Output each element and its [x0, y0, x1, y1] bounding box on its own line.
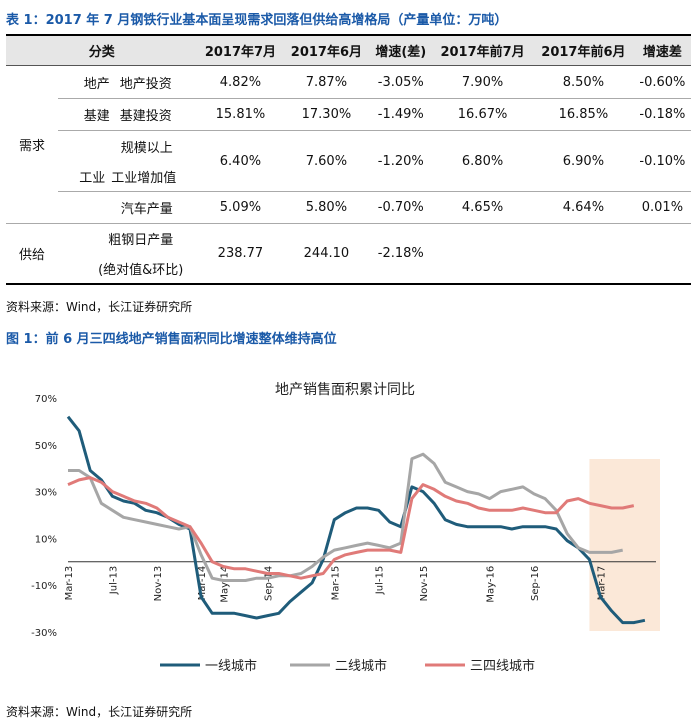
cell: 6.40% [197, 130, 284, 192]
cell: 7.87% [283, 65, 370, 99]
series-lines [66, 415, 646, 625]
y-tick-label: -10% [31, 581, 57, 592]
cell: -1.49% [369, 98, 433, 131]
indicator-label: 粗钢日产量 [108, 233, 174, 248]
x-tick-label: Jul-13 [108, 566, 119, 595]
cell: -0.10% [633, 130, 691, 192]
highlight-region [589, 459, 660, 631]
header-jul: 2017年7月 [197, 34, 284, 66]
y-axis: 70% 50% 30% 10% -10% -30% [31, 394, 656, 639]
cell: 4.82% [197, 65, 284, 99]
table-row: 供给 粗钢日产量 238.77 244.10 -2.18% [6, 223, 691, 285]
x-tick-label: Sep-14 [264, 566, 275, 601]
cell: 5.09% [197, 191, 284, 224]
cell: -1.20% [369, 130, 433, 192]
x-tick-label: Mar-15 [330, 566, 341, 601]
cell: 0.01% [633, 191, 691, 224]
group-supply: 供给 [6, 223, 58, 285]
cell: 7.90% [432, 65, 533, 99]
table-row: 汽车产量 5.09% 5.80% -0.70% 4.65% 4.64% 0.01… [6, 191, 691, 224]
row-label: 工业 工业增加值 [58, 161, 198, 192]
empty-cell [532, 223, 634, 285]
cell: -0.18% [633, 98, 691, 131]
header-jun: 2017年6月 [283, 34, 370, 66]
legend-label: 三四线城市 [470, 658, 535, 674]
empty-cell [432, 223, 533, 285]
cell: 4.65% [432, 191, 533, 224]
table-row: 工业 工业增加值 [6, 161, 691, 192]
table-source: 资料来源：Wind，长江证券研究所 [6, 300, 193, 314]
sub-label: 工业 [79, 170, 106, 186]
row-label: 基建 基建投资 [58, 98, 198, 131]
header-ytd6: 2017年前6月 [532, 34, 634, 66]
x-tick-label: May-14 [219, 566, 230, 603]
figure-source: 资料来源：Wind，长江证券研究所 [6, 705, 193, 719]
cell: 244.10 [283, 223, 370, 285]
cell: -0.60% [633, 65, 691, 99]
header-diff: 增速(差) [369, 34, 433, 66]
y-tick-label: 70% [35, 394, 57, 405]
steel-fundamentals-table: 分类 2017年7月 2017年6月 增速(差) 2017年前7月 2017年前… [6, 34, 691, 285]
cell: -0.70% [369, 191, 433, 224]
sub-label: 地产 [83, 76, 110, 92]
x-tick-label: Mar-14 [197, 566, 208, 601]
table-row: (绝对值&环比) [6, 253, 691, 285]
cell: -2.18% [369, 223, 433, 285]
y-tick-label: 30% [35, 488, 57, 499]
cell: 6.80% [432, 130, 533, 192]
y-tick-label: 50% [35, 441, 57, 452]
indicator-label: 地产投资 [119, 76, 172, 92]
y-tick-label: 10% [35, 534, 57, 545]
legend-label: 二线城市 [335, 658, 387, 674]
table-row: 规模以上 6.40% 7.60% -1.20% 6.80% 6.90% -0.1… [6, 130, 691, 192]
table-caption: 表 1：2017 年 7 月钢铁行业基本面呈现需求回落但供给高增格局（产量单位：… [6, 13, 508, 28]
cell: 6.90% [532, 130, 634, 192]
figure-caption: 图 1：前 6 月三四线地产销售面积同比增速整体维持高位 [6, 332, 337, 347]
line-chart: 地产销售面积累计同比 70% 50% 30% 10% -10% -30% Mar-13 Ju… [31, 382, 660, 674]
x-tick-label: May-16 [486, 566, 497, 603]
legend: 一线城市 二线城市 三四线城市 [160, 658, 535, 674]
header-ytd7: 2017年前7月 [432, 34, 533, 66]
table-row: 基建 基建投资 15.81% 17.30% -1.49% 16.67% 16.85… [6, 98, 691, 131]
empty-cell [633, 223, 691, 285]
x-tick-label: Nov-13 [153, 566, 164, 602]
x-tick-label: Nov-15 [419, 566, 430, 602]
series-line-2 [68, 452, 624, 582]
cell: 16.85% [532, 98, 634, 131]
cell: 17.30% [283, 98, 370, 131]
x-tick-label: Sep-16 [530, 566, 541, 601]
legend-label: 一线城市 [205, 658, 257, 674]
indicator-label: 规模以上 [120, 140, 173, 156]
row-label: 地产 地产投资 [58, 65, 198, 99]
cell: -3.05% [369, 65, 433, 99]
sub-label: 基建 [83, 109, 110, 124]
indicator-label: 汽车产量 [58, 191, 198, 224]
x-tick-label: Mar-13 [64, 566, 75, 601]
cell: 238.77 [197, 223, 284, 285]
indicator-label: 基建投资 [119, 109, 172, 124]
cell: 8.50% [532, 65, 634, 99]
x-tick-label: Mar-17 [597, 566, 608, 601]
cell: 7.60% [283, 130, 370, 192]
indicator-label: (绝对值&环比) [58, 253, 198, 285]
cell: 16.67% [432, 98, 533, 131]
chart-title: 地产销售面积累计同比 [275, 382, 415, 398]
header-category: 分类 [6, 34, 198, 66]
indicator-label: 工业增加值 [111, 170, 177, 186]
cell: 5.80% [283, 191, 370, 224]
header-ytd-diff: 增速差 [633, 34, 691, 66]
group-demand: 需求 [6, 65, 58, 224]
y-tick-label: -30% [31, 628, 57, 639]
cell: 4.64% [532, 191, 634, 224]
table-header-row: 分类 2017年7月 2017年6月 增速(差) 2017年前7月 2017年前… [6, 34, 691, 66]
table-row: 需求 地产 地产投资 4.82% 7.87% -3.05% 7.90% 8.50%… [6, 65, 691, 224]
series-line-3 [67, 476, 635, 580]
x-axis: Mar-13 Jul-13 Nov-13 Mar-14 May-14 Sep-14 Mar-… [64, 566, 608, 603]
cell: 15.81% [197, 98, 284, 131]
x-tick-label: Jul-15 [375, 566, 386, 595]
